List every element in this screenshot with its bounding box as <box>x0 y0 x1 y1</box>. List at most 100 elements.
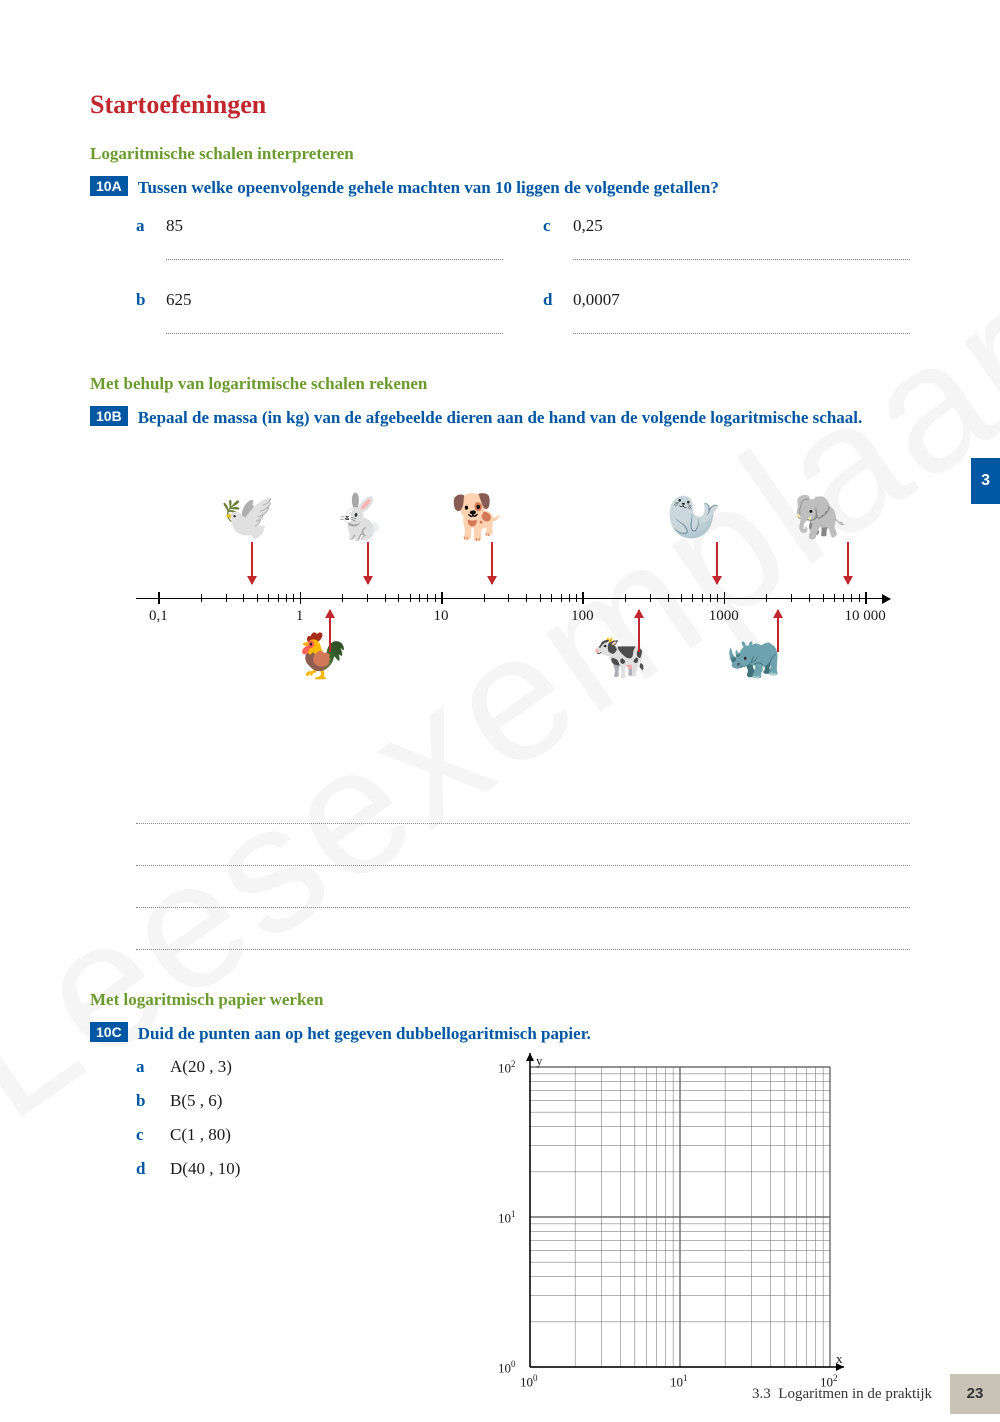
answer-line[interactable] <box>166 310 503 334</box>
tick-label: 100 <box>571 608 594 625</box>
point-letter: c <box>136 1125 170 1145</box>
answer-line[interactable] <box>136 842 910 866</box>
rhino-icon: 🦏 <box>726 635 781 679</box>
point-letter: b <box>136 1091 170 1111</box>
tick-minor <box>410 594 411 602</box>
tick-minor <box>385 594 386 602</box>
section1-subtitle: Logaritmische schalen interpreteren <box>90 144 910 164</box>
exercise-tag-10b: 10B <box>90 406 128 426</box>
y-tick-label: 101 <box>498 1209 524 1226</box>
tick-minor <box>766 594 767 602</box>
tick-major <box>582 592 584 604</box>
point-value: A(20 , 3) <box>170 1057 232 1077</box>
exercise-10b: 10B Bepaal de massa (in kg) van de afgeb… <box>90 406 910 430</box>
question-cell: d0,0007 <box>543 290 910 334</box>
tick-minor <box>427 594 428 602</box>
exercise-prompt-10c: Duid de punten aan op het gegeven dubbel… <box>138 1022 591 1046</box>
tick-minor <box>843 594 844 602</box>
question-letter: d <box>543 290 573 310</box>
rabbit-icon: 🐇 <box>332 496 387 540</box>
arrow-up-icon <box>777 610 779 652</box>
axis-line <box>136 598 890 600</box>
exercise-prompt-10b: Bepaal de massa (in kg) van de afgebeeld… <box>138 406 863 430</box>
walrus-icon: 🦭 <box>667 496 722 540</box>
tick-minor <box>484 594 485 602</box>
tick-label: 0,1 <box>149 608 168 625</box>
tick-minor <box>268 594 269 602</box>
section2-subtitle: Met behulp van logaritmische schalen rek… <box>90 374 910 394</box>
answer-line[interactable] <box>573 236 910 260</box>
tick-minor <box>278 594 279 602</box>
answer-lines-10b <box>136 800 910 950</box>
tick-minor <box>201 594 202 602</box>
answer-line[interactable] <box>166 236 503 260</box>
elephant-icon: 🐘 <box>793 496 848 540</box>
dog-icon: 🐕 <box>451 496 506 540</box>
footer-section: 3.3 Logaritmen in de praktijk <box>752 1386 950 1403</box>
point-letter: a <box>136 1057 170 1077</box>
tick-minor <box>576 594 577 602</box>
tick-minor <box>668 594 669 602</box>
tick-label: 10 000 <box>844 608 885 625</box>
point-letter: d <box>136 1159 170 1179</box>
question-cell: c0,25 <box>543 216 910 260</box>
tick-major <box>441 592 443 604</box>
tick-minor <box>293 594 294 602</box>
question-value: 0,25 <box>573 216 603 236</box>
question-letter: c <box>543 216 573 236</box>
arrow-down-icon <box>716 542 718 584</box>
tick-minor <box>551 594 552 602</box>
tick-minor <box>702 594 703 602</box>
tick-minor <box>398 594 399 602</box>
question-letter: a <box>136 216 166 236</box>
tick-major <box>865 592 867 604</box>
point-value: D(40 , 10) <box>170 1159 240 1179</box>
loglog-paper: 100101102100101102yx <box>480 1057 860 1417</box>
page-content: Startoefeningen Logaritmische schalen in… <box>0 0 1000 1179</box>
tick-minor <box>540 594 541 602</box>
tick-minor <box>650 594 651 602</box>
question-cell: a85 <box>136 216 503 260</box>
answer-line[interactable] <box>136 926 910 950</box>
tick-label: 10 <box>434 608 449 625</box>
tick-major <box>724 592 726 604</box>
footer-page-number: 23 <box>950 1374 1000 1414</box>
question-value: 85 <box>166 216 183 236</box>
tick-minor <box>286 594 287 602</box>
y-axis-label: y <box>536 1053 543 1069</box>
tick-minor <box>526 594 527 602</box>
tick-minor <box>342 594 343 602</box>
arrow-down-icon <box>367 542 369 584</box>
tick-label: 1000 <box>709 608 739 625</box>
tick-minor <box>625 594 626 602</box>
tick-minor <box>710 594 711 602</box>
chicken-icon: 🐓 <box>295 635 350 679</box>
arrow-down-icon <box>847 542 849 584</box>
answer-line[interactable] <box>136 884 910 908</box>
exercise-10c: 10C Duid de punten aan op het gegeven du… <box>90 1022 910 1046</box>
tick-minor <box>834 594 835 602</box>
exercise-tag-10c: 10C <box>90 1022 128 1042</box>
tick-minor <box>823 594 824 602</box>
tick-minor <box>508 594 509 602</box>
point-value: B(5 , 6) <box>170 1091 222 1111</box>
log-scale-diagram: 🕊️🐇🐕🦭🐘 0,1110100100010 000 🐓🐄🦏 <box>136 460 910 780</box>
tick-major <box>158 592 160 604</box>
tick-minor <box>569 594 570 602</box>
arrow-up-icon <box>638 610 640 652</box>
question-letter: b <box>136 290 166 310</box>
tick-minor <box>226 594 227 602</box>
question-value: 0,0007 <box>573 290 620 310</box>
tick-minor <box>791 594 792 602</box>
tick-minor <box>692 594 693 602</box>
pigeon-icon: 🕊️ <box>220 496 275 540</box>
tick-minor <box>561 594 562 602</box>
arrow-up-icon <box>329 610 331 652</box>
tick-minor <box>243 594 244 602</box>
section3-subtitle: Met logaritmisch papier werken <box>90 990 910 1010</box>
answer-line[interactable] <box>573 310 910 334</box>
tick-major <box>300 592 302 604</box>
exercise-prompt-10a: Tussen welke opeenvolgende gehele machte… <box>138 176 719 200</box>
answer-line[interactable] <box>136 800 910 824</box>
tick-minor <box>859 594 860 602</box>
